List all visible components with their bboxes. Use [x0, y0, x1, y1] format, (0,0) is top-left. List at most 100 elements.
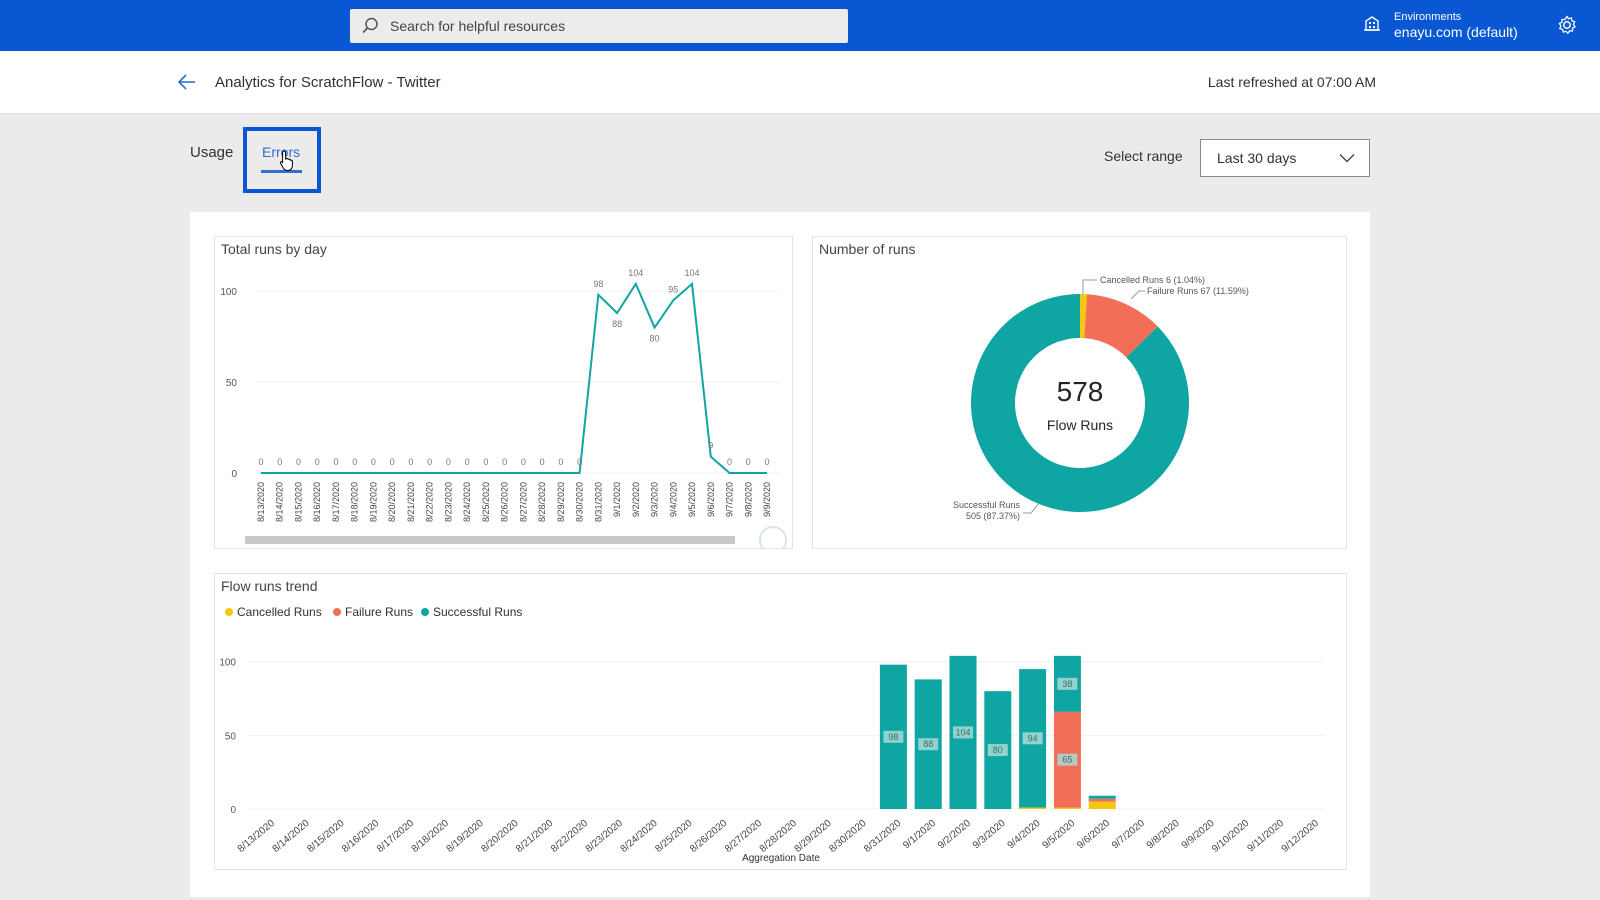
x-tick-label: 8/17/2020	[331, 482, 341, 522]
donut-label-failure: Failure Runs 67 (11.59%)	[1147, 286, 1249, 296]
x-tick-label: 8/28/2020	[537, 482, 547, 522]
chevron-down-icon	[1339, 150, 1355, 166]
legend-marker	[225, 608, 233, 616]
data-label: 0	[577, 457, 582, 467]
page-header: Analytics for ScratchFlow - Twitter Last…	[0, 51, 1600, 114]
bar-label: 94	[1028, 733, 1038, 743]
x-tick-label: 8/30/2020	[827, 818, 868, 855]
x-tick-label: 8/19/2020	[445, 818, 486, 855]
flow-runs-bar-chart: Cancelled Runs Failure Runs Successful Run…	[219, 605, 1325, 864]
x-tick-label: 8/20/2020	[479, 818, 520, 855]
search-input[interactable]: Search for helpful resources	[390, 18, 566, 34]
bar-label-bg	[1057, 677, 1078, 690]
x-tick-label: 8/25/2020	[481, 482, 491, 522]
legend-marker	[333, 608, 341, 616]
bar-label: 65	[1062, 755, 1072, 765]
environment-icon	[1362, 13, 1382, 38]
x-tick-label: 9/2/2020	[936, 818, 973, 852]
donut-center-value: 578	[1057, 376, 1104, 407]
x-tick-label: 8/13/2020	[236, 818, 277, 855]
x-tick-label: 9/5/2020	[687, 482, 697, 517]
x-tick-label: 8/30/2020	[575, 482, 585, 522]
tab-errors-underline	[261, 170, 302, 173]
x-tick-label: 9/5/2020	[1040, 818, 1077, 852]
x-tick-label: 8/20/2020	[387, 482, 397, 522]
x-tick-label: 9/7/2020	[1110, 818, 1147, 852]
environment-switcher[interactable]: Environments enayu.com (default)	[1362, 0, 1518, 51]
loading-spinner-icon	[759, 526, 787, 554]
x-tick-label: 9/11/2020	[1246, 818, 1287, 855]
donut-label-successful: Successful Runs	[953, 500, 1021, 510]
data-label: 95	[668, 284, 678, 294]
data-label: 0	[465, 457, 470, 467]
data-label: 0	[371, 457, 376, 467]
y-tick-label: 50	[226, 378, 238, 389]
legend-item: Successful Runs	[433, 605, 522, 619]
number-of-runs-title: Number of runs	[819, 241, 916, 257]
data-label: 0	[764, 457, 769, 467]
page-title: Analytics for ScratchFlow - Twitter	[215, 74, 441, 91]
legend-item: Failure Runs	[345, 605, 413, 619]
y-tick-label: 50	[225, 731, 237, 742]
x-tick-label: 8/19/2020	[368, 482, 378, 522]
data-label: 0	[427, 457, 432, 467]
data-label: 0	[408, 457, 413, 467]
x-tick-label: 9/2/2020	[631, 482, 641, 517]
data-label: 0	[483, 457, 488, 467]
x-tick-label: 8/27/2020	[723, 818, 764, 855]
environment-name[interactable]: enayu.com (default)	[1394, 23, 1518, 40]
x-tick-label: 9/1/2020	[901, 818, 938, 852]
x-tick-label: 8/25/2020	[653, 818, 694, 855]
data-label: 80	[650, 334, 660, 344]
data-label: 0	[727, 457, 732, 467]
runs-donut-chart: 578 Flow Runs Cancelled Runs 6 (1.04%)Fail…	[953, 275, 1249, 521]
bar-segment	[1088, 798, 1116, 802]
x-tick-label: 8/28/2020	[758, 818, 799, 855]
search-box[interactable]: Search for helpful resources	[350, 9, 848, 43]
x-tick-label: 8/26/2020	[688, 818, 729, 855]
bar-label-bg	[1022, 732, 1043, 745]
data-label: 0	[746, 457, 751, 467]
data-label: 0	[352, 457, 357, 467]
data-label: 0	[502, 457, 507, 467]
x-tick-label: 8/17/2020	[375, 818, 416, 855]
x-tick-label: 8/24/2020	[462, 482, 472, 522]
horizontal-scrollbar	[245, 536, 735, 544]
analytics-panel: Total runs by day 0 50 100 0 0 0 0 0 0 0 0 0 0 0 0 0 0 0 0…	[190, 212, 1370, 897]
x-tick-label: 9/3/2020	[650, 482, 660, 517]
flow-runs-trend-title: Flow runs trend	[221, 578, 318, 594]
x-tick-label: 9/10/2020	[1210, 818, 1251, 855]
tab-errors-highlight	[243, 127, 321, 193]
bar-label: 38	[1062, 679, 1072, 689]
data-label: 0	[446, 457, 451, 467]
x-tick-label: 9/9/2020	[762, 482, 772, 517]
gear-icon[interactable]	[1556, 14, 1578, 36]
tab-usage[interactable]: Usage	[190, 144, 234, 161]
x-tick-label: 9/3/2020	[971, 818, 1008, 852]
range-dropdown[interactable]: Last 30 days	[1200, 139, 1370, 177]
flow-runs-trend-card: Flow runs trend Cancelled Runs Failure Ru…	[214, 573, 1347, 870]
data-label: 0	[540, 457, 545, 467]
x-tick-label: 8/14/2020	[275, 482, 285, 522]
bar-segment	[1088, 795, 1116, 799]
bar-segment	[1053, 807, 1081, 809]
tab-errors[interactable]: Errors	[262, 144, 301, 160]
x-tick-label: 8/21/2020	[514, 818, 555, 855]
top-bar: Search for helpful resources Environment…	[0, 0, 1600, 51]
data-label: 0	[558, 457, 563, 467]
total-runs-card: Total runs by day 0 50 100 0 0 0 0 0 0 0 0 0 0 0 0 0 0 0 0…	[214, 236, 793, 554]
donut-slice	[970, 294, 1189, 512]
bar-label: 98	[888, 732, 898, 742]
back-arrow-icon[interactable]	[176, 71, 198, 93]
x-tick-label: 8/13/2020	[256, 482, 266, 522]
x-tick-label: 8/15/2020	[293, 482, 303, 522]
y-tick-label: 0	[231, 469, 237, 480]
x-tick-label: 8/29/2020	[556, 482, 566, 522]
data-label: 98	[593, 279, 603, 289]
x-tick-label: 9/8/2020	[1145, 818, 1182, 852]
legend-marker	[421, 608, 429, 616]
data-label: 9	[708, 441, 713, 451]
bar-label-bg	[883, 730, 904, 743]
leader-line	[1130, 290, 1145, 300]
search-icon	[350, 9, 390, 43]
